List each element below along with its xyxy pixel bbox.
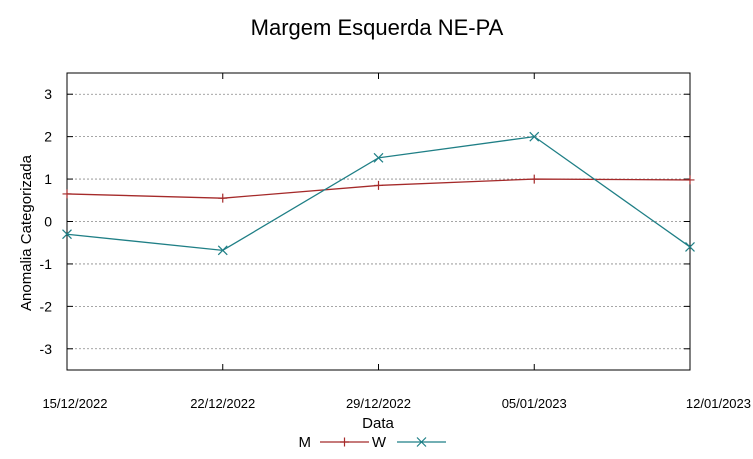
x-tick-label: 15/12/2022 xyxy=(42,396,107,411)
legend-label: M xyxy=(299,434,312,451)
data-point xyxy=(685,175,695,185)
legend-item: W xyxy=(372,434,446,451)
data-point xyxy=(416,437,427,447)
y-tick-label: 0 xyxy=(44,214,52,230)
y-tick-label: 2 xyxy=(44,129,52,145)
x-axis-label: Data xyxy=(362,415,394,432)
data-point xyxy=(374,180,383,190)
data-point xyxy=(218,193,228,203)
gridlines xyxy=(67,93,690,350)
chart-title: Margem Esquerda NE-PA xyxy=(251,15,504,40)
data-point xyxy=(217,245,228,256)
y-tick-label: -2 xyxy=(40,298,53,314)
data-point xyxy=(529,174,539,184)
data-point xyxy=(373,152,384,163)
y-tick-label: 3 xyxy=(44,86,52,102)
y-tick-label: 1 xyxy=(44,171,52,187)
data-point xyxy=(685,242,695,252)
series-line xyxy=(66,135,691,252)
y-tick-label: -1 xyxy=(40,256,53,272)
x-tick-label: 05/01/2023 xyxy=(502,396,567,411)
x-tick-label: 22/12/2022 xyxy=(190,396,255,411)
data-point xyxy=(62,229,72,240)
data-point xyxy=(62,189,72,199)
series-W xyxy=(62,131,695,256)
legend-item: M xyxy=(299,434,369,451)
series-group xyxy=(62,131,695,256)
y-axis-ticks: 3 2 1 0 -1 -2 -3 xyxy=(40,86,690,357)
data-point xyxy=(340,437,349,447)
data-point xyxy=(529,131,540,142)
x-axis-ticks: 15/12/2022 22/12/2022 29/12/2022 05/01/2023… xyxy=(42,73,751,411)
series-M xyxy=(62,174,695,203)
legend-label: W xyxy=(372,434,387,451)
x-tick-label: 29/12/2022 xyxy=(346,396,411,411)
y-axis-label: Anomalia Categorizada xyxy=(18,154,35,311)
y-tick-label: -3 xyxy=(40,341,53,357)
x-tick-label: 12/01/2023 xyxy=(686,396,751,411)
